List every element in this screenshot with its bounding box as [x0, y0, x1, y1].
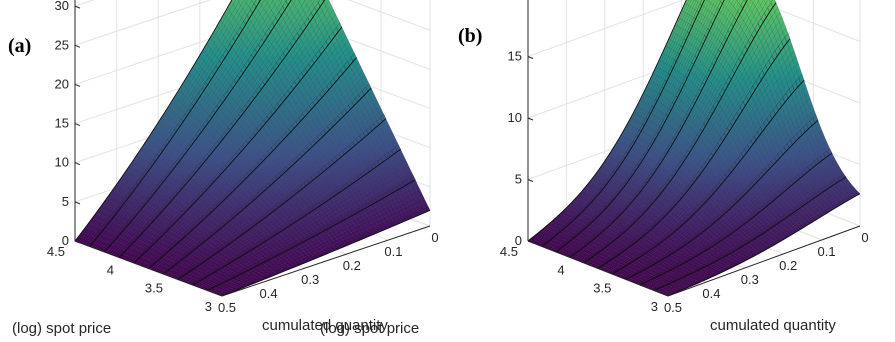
surface [527, 0, 861, 297]
x-tick-label: 0.4 [260, 286, 278, 301]
z-tick-label: 5 [62, 194, 69, 209]
y-tick-label: 4 [107, 262, 114, 277]
x-tick-label: 0.5 [218, 300, 236, 315]
y-tick-label: 4.5 [47, 244, 65, 259]
z-tick-mark [74, 162, 81, 166]
surface [74, 0, 431, 297]
x-tick-label: 0.2 [343, 258, 361, 273]
x-tick-label: 0.3 [301, 272, 319, 287]
x-tick-label: 0.1 [384, 244, 402, 259]
y-tick-label: 3 [205, 299, 212, 314]
z-tick-label: 15 [55, 116, 69, 131]
z-tick-label: 10 [55, 155, 69, 170]
surface-patch [237, 0, 240, 3]
y-axis-label: (log) spot price [12, 320, 111, 337]
y-tick-label: 3.5 [145, 281, 163, 296]
z-tick-label: 20 [55, 76, 69, 91]
z-tick-mark [74, 201, 81, 205]
z-tick-mark [74, 44, 81, 48]
z-tick-mark [74, 5, 81, 9]
z-tick-mark [74, 123, 81, 127]
z-tick-mark [74, 83, 81, 87]
z-tick-label: 30 [55, 0, 69, 13]
z-tick-label: 25 [55, 37, 69, 52]
x-tick-label: 0 [431, 230, 438, 245]
panel-label: (a) [8, 35, 31, 57]
panel-a: 0510152025303533.544.500.10.20.30.40.5(l… [8, 0, 439, 337]
